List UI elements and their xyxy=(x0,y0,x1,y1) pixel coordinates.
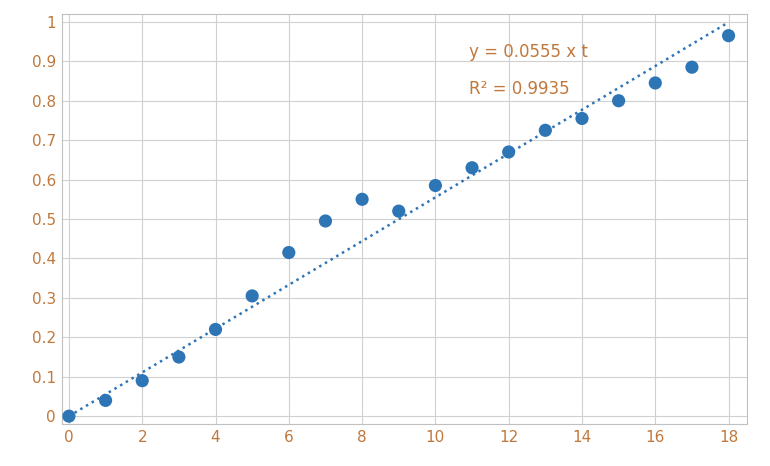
Point xyxy=(283,249,295,256)
Text: R² = 0.9935: R² = 0.9935 xyxy=(470,80,570,97)
Point xyxy=(209,326,222,333)
Point xyxy=(649,79,661,87)
Point xyxy=(429,182,441,189)
Point xyxy=(576,115,588,122)
Point xyxy=(393,207,405,215)
Point xyxy=(246,292,258,300)
Point xyxy=(172,353,185,361)
Point xyxy=(99,397,112,404)
Point xyxy=(356,196,368,203)
Point xyxy=(539,127,551,134)
Point xyxy=(612,97,624,104)
Point xyxy=(503,148,515,156)
Point xyxy=(466,164,478,171)
Text: y = 0.0555 x t: y = 0.0555 x t xyxy=(470,43,588,61)
Point xyxy=(686,63,698,71)
Point xyxy=(63,412,75,420)
Point xyxy=(136,377,149,384)
Point xyxy=(320,217,332,225)
Point xyxy=(722,32,735,40)
